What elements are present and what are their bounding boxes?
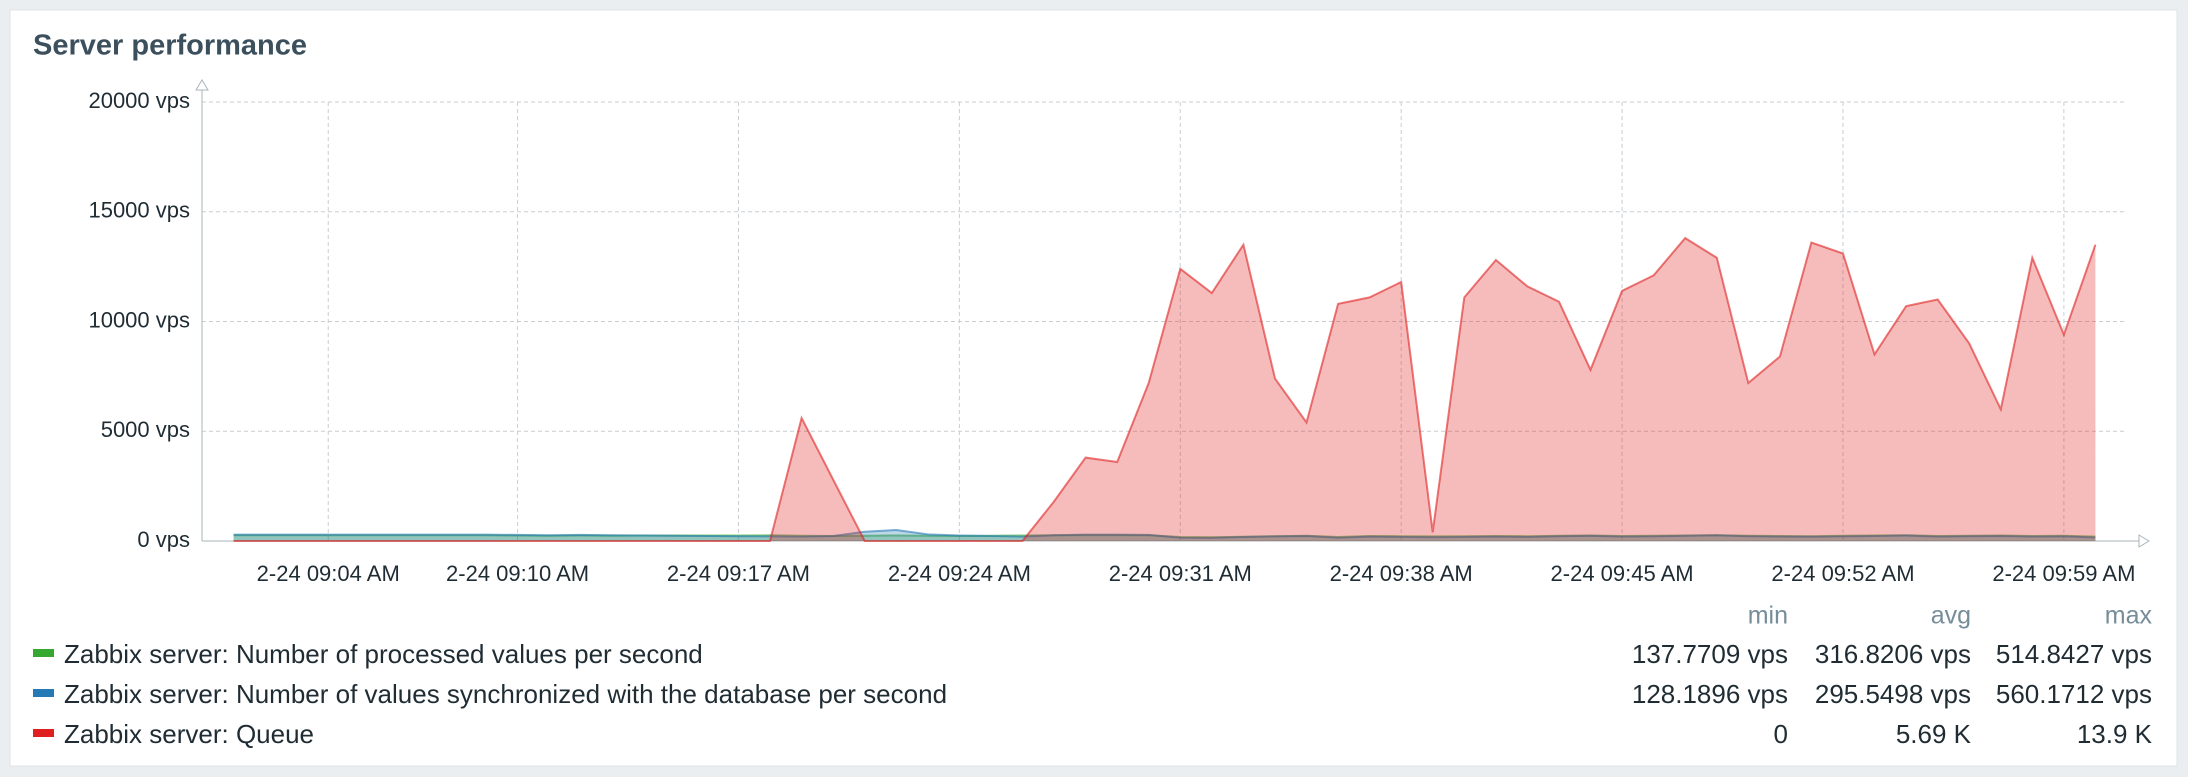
legend-stat: 128.1896 vps	[1632, 679, 1788, 709]
legend-swatch	[33, 649, 54, 657]
legend-label: Zabbix server: Number of values synchron…	[64, 679, 947, 709]
area-line	[233, 528, 2096, 539]
chart-title: Server performance	[33, 30, 307, 62]
y-tick-label: 0 vps	[137, 527, 190, 552]
legend-stat: 5.69 K	[1896, 719, 1972, 749]
x-tick-label: 2-24 09:31 AM	[1109, 561, 1252, 586]
axis-arrow	[195, 79, 209, 91]
x-tick-label: 2-24 09:52 AM	[1771, 561, 1914, 586]
x-tick-label: 2-24 09:17 AM	[667, 561, 810, 586]
x-tick-label: 2-24 09:24 AM	[888, 561, 1031, 586]
legend-label: Zabbix server: Queue	[64, 719, 314, 749]
legend-stat: 13.9 K	[2077, 719, 2153, 749]
legend-swatch	[33, 729, 54, 737]
legend-header: max	[2105, 602, 2153, 630]
legend-stat: 137.7709 vps	[1632, 639, 1788, 669]
x-tick-label: 2-24 09:38 AM	[1330, 561, 1473, 586]
y-tick-label: 20000 vps	[88, 88, 190, 113]
legend-header: avg	[1931, 602, 1971, 630]
area-fill	[233, 238, 2096, 541]
y-tick-label: 10000 vps	[88, 307, 190, 332]
legend-stat: 316.8206 vps	[1815, 639, 1971, 669]
legend-header: min	[1748, 602, 1788, 630]
legend-swatch	[33, 689, 54, 697]
x-tick-label: 2-24 09:04 AM	[257, 561, 400, 586]
legend-stat: 295.5498 vps	[1815, 679, 1971, 709]
legend-stat: 560.1712 vps	[1996, 679, 2152, 709]
axis-arrow	[2138, 534, 2150, 548]
legend-stat: 514.8427 vps	[1996, 639, 2152, 669]
y-tick-label: 15000 vps	[88, 198, 190, 223]
legend-stat: 0	[1774, 719, 1788, 749]
panel	[9, 9, 2178, 767]
legend-label: Zabbix server: Number of processed value…	[64, 639, 703, 669]
area-fill	[233, 530, 2096, 541]
y-tick-label: 5000 vps	[101, 417, 190, 442]
x-tick-label: 2-24 09:10 AM	[446, 561, 589, 586]
area-line	[233, 236, 2097, 542]
x-tick-label: 2-24 09:59 AM	[1992, 561, 2135, 586]
x-tick-label: 2-24 09:45 AM	[1551, 561, 1694, 586]
